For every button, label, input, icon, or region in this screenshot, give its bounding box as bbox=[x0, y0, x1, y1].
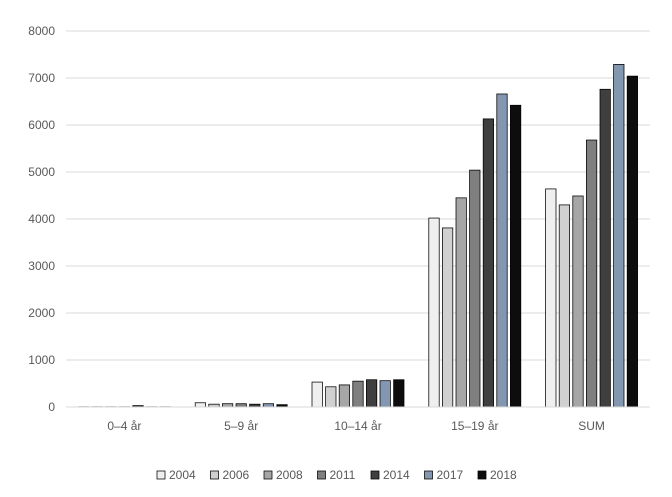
legend-label: 2011 bbox=[330, 468, 356, 482]
x-tick-label: 0–4 år bbox=[107, 419, 141, 433]
legend-swatch bbox=[317, 470, 326, 480]
bar-2014-2 bbox=[366, 379, 378, 408]
y-axis-tick-labels: 0 1000 2000 3000 4000 5000 6000 7000 8000 bbox=[28, 24, 55, 414]
legend-item-2008: 2008 bbox=[263, 468, 303, 482]
bar-2018-3 bbox=[510, 104, 522, 408]
y-tick-label: 7000 bbox=[28, 71, 55, 85]
bar-2008-2 bbox=[338, 384, 350, 408]
bars bbox=[78, 63, 638, 408]
x-tick-label: 10–14 år bbox=[334, 419, 381, 433]
x-tick-label: SUM bbox=[578, 419, 605, 433]
legend-swatch bbox=[424, 470, 433, 480]
y-tick-label: 5000 bbox=[28, 165, 55, 179]
x-tick-label: 15–19 år bbox=[451, 419, 498, 433]
legend-item-2006: 2006 bbox=[210, 468, 250, 482]
bar-2006-3 bbox=[442, 227, 454, 408]
bar-2011-2 bbox=[352, 380, 364, 408]
bar-2004-2 bbox=[311, 381, 323, 408]
y-tick-label: 1000 bbox=[28, 353, 55, 367]
legend-item-2014: 2014 bbox=[370, 468, 410, 482]
legend-item-2004: 2004 bbox=[156, 468, 196, 482]
bar-2008-4 bbox=[572, 195, 584, 408]
bar-2018-2 bbox=[393, 379, 405, 408]
y-tick-label: 2000 bbox=[28, 306, 55, 320]
legend-swatch bbox=[477, 470, 487, 480]
bar-2014-3 bbox=[482, 118, 494, 408]
bar-2004-1 bbox=[194, 402, 206, 408]
x-tick-label: 5–9 år bbox=[224, 419, 258, 433]
gridlines bbox=[66, 30, 650, 361]
legend-swatch bbox=[156, 470, 166, 480]
x-axis-tick-labels: 0–4 år 5–9 år 10–14 år 15–19 år SUM bbox=[107, 419, 605, 433]
legend-label: 2018 bbox=[490, 468, 517, 482]
bar-2014-4 bbox=[599, 88, 611, 408]
legend-label: 2008 bbox=[276, 468, 303, 482]
bar-2006-4 bbox=[558, 204, 570, 408]
legend-swatch bbox=[370, 470, 380, 480]
bar-2011-4 bbox=[586, 139, 598, 408]
y-tick-label: 6000 bbox=[28, 118, 55, 132]
legend-label: 2017 bbox=[437, 468, 464, 482]
legend-item-2017: 2017 bbox=[424, 468, 464, 482]
legend-label: 2006 bbox=[223, 468, 250, 482]
bar-2004-4 bbox=[545, 188, 557, 408]
legend-swatch bbox=[263, 470, 273, 480]
legend-label: 2014 bbox=[383, 468, 410, 482]
bar-2004-3 bbox=[428, 217, 440, 408]
bar-2018-4 bbox=[626, 75, 638, 408]
legend-item-2018: 2018 bbox=[477, 468, 517, 482]
bar-2017-4 bbox=[613, 63, 625, 408]
legend-swatch bbox=[210, 470, 219, 480]
y-tick-label: 4000 bbox=[28, 212, 55, 226]
bar-2008-3 bbox=[455, 197, 467, 408]
legend: 2004 2006 2008 2011 2014 2017 2018 bbox=[156, 468, 517, 482]
y-tick-label: 3000 bbox=[28, 259, 55, 273]
legend-item-2011: 2011 bbox=[317, 468, 356, 482]
y-tick-label: 8000 bbox=[28, 24, 55, 38]
bar-2017-3 bbox=[496, 93, 508, 408]
bar-2006-2 bbox=[325, 386, 337, 408]
bar-2011-3 bbox=[469, 169, 481, 408]
legend-label: 2004 bbox=[169, 468, 196, 482]
bar-2017-2 bbox=[379, 380, 391, 408]
y-tick-label: 0 bbox=[48, 400, 55, 414]
